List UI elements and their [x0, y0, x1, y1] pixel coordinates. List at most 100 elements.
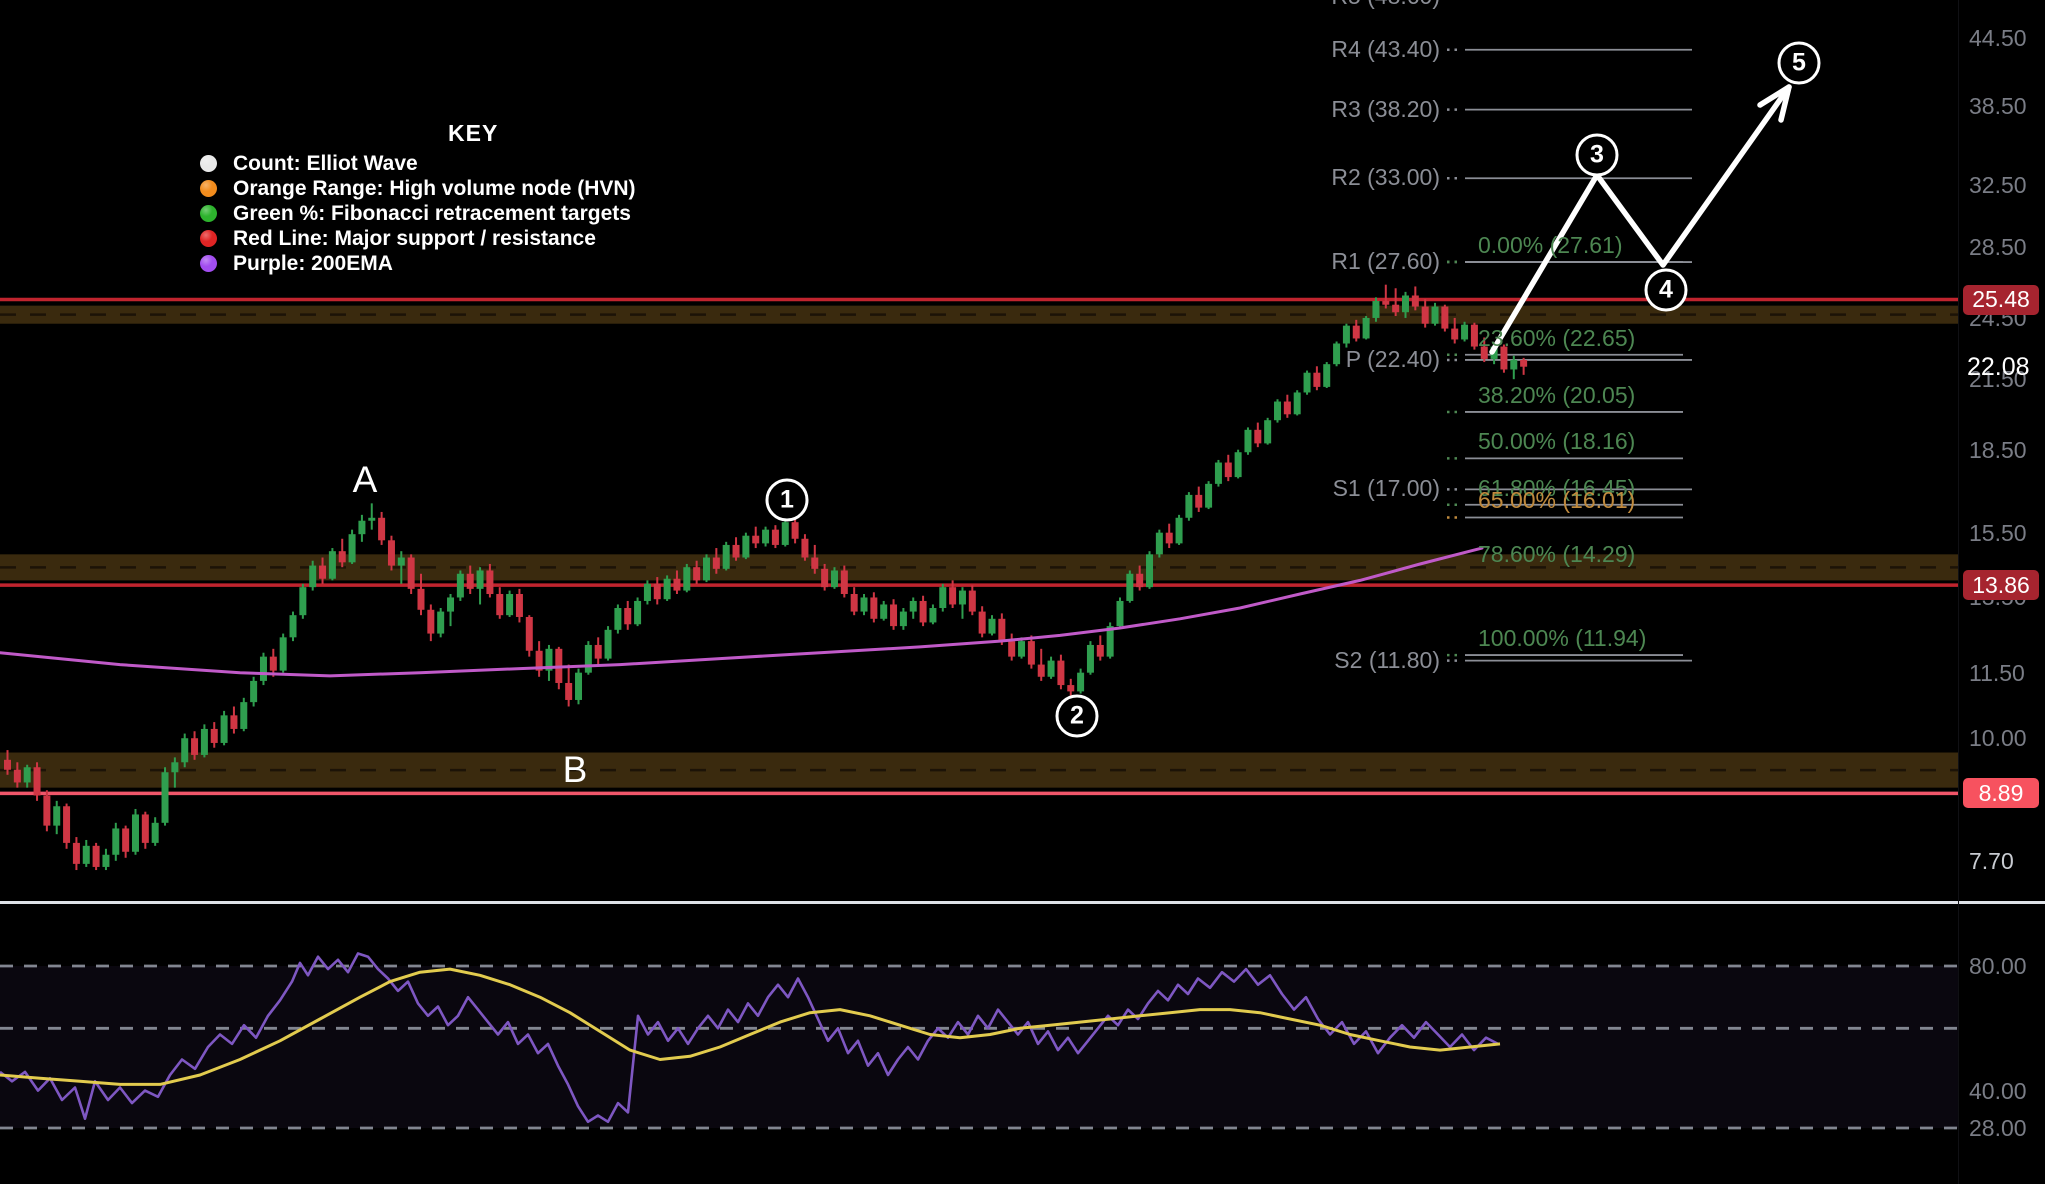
legend-item-hvn: Orange Range: High volume node (HVN)	[200, 176, 636, 201]
candle-body	[476, 570, 484, 589]
candle-body	[1401, 295, 1409, 313]
candle-body	[1067, 685, 1075, 692]
candle-body	[683, 567, 691, 591]
candle-body	[1382, 301, 1390, 305]
legend-title: KEY	[448, 120, 499, 146]
pane-separator[interactable]	[0, 901, 2045, 904]
candle-body	[348, 534, 356, 563]
chart-key-legend: KEY Count: Elliot Wave Orange Range: Hig…	[200, 120, 636, 276]
candle-body	[1106, 626, 1114, 657]
candle-body	[890, 604, 898, 627]
candle-body	[1333, 343, 1341, 365]
candle-body	[614, 608, 622, 630]
candle-body	[880, 604, 888, 619]
candle-body	[821, 568, 829, 588]
candle-body	[1244, 429, 1252, 453]
candle-body	[968, 590, 976, 612]
candle-body	[1254, 429, 1262, 444]
fib-label: 38.20% (20.05)	[1478, 381, 1636, 408]
candle-body	[387, 540, 395, 566]
candle-body	[368, 517, 376, 521]
candle-body	[437, 611, 445, 634]
candle-body	[191, 738, 199, 755]
candle-body	[200, 728, 208, 755]
candle-body	[870, 597, 878, 619]
pivot-label: R5 (48.60)	[1280, 0, 1440, 10]
candle-body	[1165, 532, 1173, 544]
pivot-label: R2 (33.00)	[1331, 164, 1440, 191]
candle-body	[102, 854, 110, 867]
candle-body	[1126, 573, 1134, 601]
candle-body	[594, 644, 602, 659]
candle-body	[506, 594, 514, 616]
candle-body	[811, 557, 819, 569]
candle-body	[1283, 401, 1291, 415]
axis-price-badge: 13.86	[1963, 570, 2039, 601]
candle-body	[1520, 359, 1528, 367]
candle-body	[958, 590, 966, 605]
candle-body	[456, 573, 464, 598]
candle-body	[1461, 324, 1469, 340]
price-axis[interactable]: 44.50 38.50 32.50 28.50 24.50 21.50 18.50 15.50…	[1958, 0, 2045, 1184]
candle-body	[909, 600, 917, 612]
price-pane[interactable]	[0, 0, 1958, 902]
wave-label-A: A	[352, 459, 378, 500]
axis-price-label: 18.50	[1969, 436, 2027, 463]
candle-body	[840, 570, 848, 595]
candle-body	[1451, 328, 1459, 340]
candle-body	[693, 567, 701, 581]
pivot-label: S1 (17.00)	[1332, 475, 1440, 502]
candle-body	[929, 608, 937, 623]
candle-body	[752, 535, 760, 544]
candle-body	[299, 587, 307, 616]
candle-body	[1303, 372, 1311, 393]
candle-body	[1431, 306, 1439, 324]
axis-price-label: 28.50	[1969, 233, 2027, 260]
candle-body	[1480, 346, 1488, 359]
candle-body	[1175, 517, 1183, 544]
candle-body	[742, 535, 750, 558]
candle-body	[584, 644, 592, 673]
legend-item-fibonacci: Green %: Fibonacci retracement targets	[200, 201, 636, 226]
candle-body	[259, 656, 267, 681]
candle-body	[141, 814, 149, 843]
stochastic-k-line	[0, 952, 1499, 1124]
fib-label: 23.60% (22.65)	[1478, 324, 1636, 351]
candle-body	[1195, 494, 1203, 508]
arrowhead-icon	[1757, 84, 1792, 123]
candle-body	[988, 618, 996, 634]
candle-body	[240, 702, 248, 729]
candle-body	[1362, 317, 1370, 339]
candle-body	[663, 578, 671, 600]
candle-body	[771, 529, 779, 545]
stochastic-d-line	[0, 967, 1501, 1086]
candle-body	[673, 578, 681, 591]
candle-body	[860, 597, 868, 612]
wave-label-2: 2	[1055, 694, 1099, 738]
candle-body	[417, 588, 425, 610]
candle-body	[92, 845, 100, 867]
candle-body	[1264, 420, 1272, 444]
ema-200-line	[0, 546, 1484, 678]
fib-label: 0.00% (27.61)	[1478, 231, 1623, 258]
candle-body	[4, 759, 11, 770]
axis-indicator-label: 28.00	[1969, 1115, 2027, 1141]
candle-body	[122, 828, 130, 852]
candle-body	[23, 767, 31, 783]
wave-label-1: 1	[765, 478, 809, 522]
candle-body	[634, 600, 642, 625]
candle-body	[899, 611, 907, 627]
candle-body	[919, 600, 927, 623]
axis-price-label: 21.50	[1969, 366, 2027, 393]
fib-label: 61.80% (16.45)	[1478, 474, 1636, 501]
stochastic-pane[interactable]	[0, 902, 1958, 1184]
candle-body	[358, 520, 366, 535]
fib-label: 65.00% (16.01)	[1478, 487, 1636, 514]
candle-body	[427, 609, 435, 634]
candle-body	[13, 769, 21, 783]
red-dot-icon	[200, 230, 217, 247]
candle-body	[939, 587, 947, 609]
axis-price-label: 10.00	[1969, 725, 2027, 752]
candle-body	[1313, 372, 1321, 387]
